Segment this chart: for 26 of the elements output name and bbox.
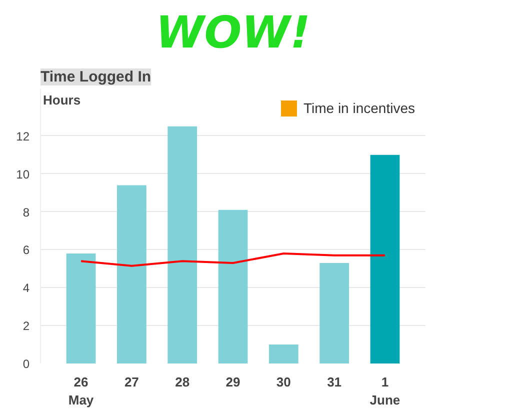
x-tick-label: 29 (226, 374, 240, 390)
line-series (80, 252, 386, 267)
x-tick-label: 1 June (370, 374, 400, 408)
bar (218, 210, 248, 364)
x-tick-label: 27 (124, 374, 139, 390)
bar (320, 262, 350, 364)
bar (268, 344, 298, 364)
y-tick-label: 4 (22, 281, 30, 296)
y-tick-label: 2 (22, 319, 30, 334)
x-tick-label: 28 (175, 374, 190, 390)
y-tick-label: 10 (16, 167, 30, 182)
bar (168, 126, 198, 364)
legend-label: Time in incentives (303, 100, 415, 116)
chart-title: Time Logged In (40, 68, 152, 86)
text: WOW! (156, 8, 310, 58)
y-tick-label: 12 (16, 129, 30, 144)
x-tick-label: 31 (327, 374, 342, 390)
y-tick-label: 0 (22, 357, 30, 371)
bar (370, 154, 400, 364)
y-axis-title: Hours (43, 92, 81, 108)
x-tick-label: 30 (276, 374, 291, 390)
y-tick-label: 6 (22, 243, 30, 258)
bar (116, 185, 146, 364)
y-tick-label: 8 (22, 205, 30, 220)
x-tick-label: 26 May (68, 374, 94, 408)
bar (66, 254, 96, 364)
